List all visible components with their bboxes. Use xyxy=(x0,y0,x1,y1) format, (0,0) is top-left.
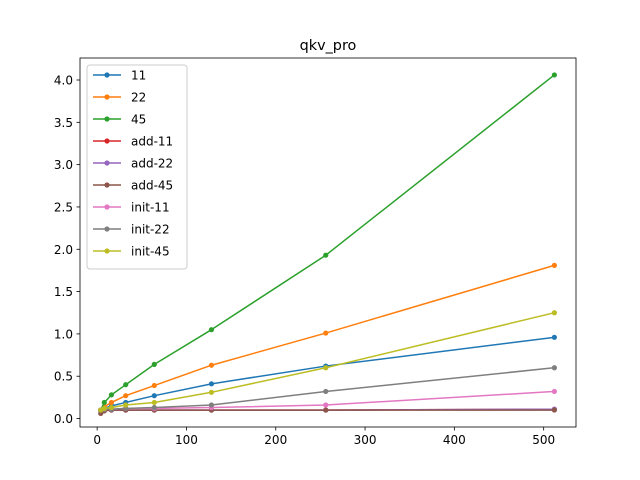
data-point xyxy=(323,365,329,371)
legend-item: init-11 xyxy=(93,201,170,215)
legend-label: 22 xyxy=(131,91,146,105)
legend-item: init-22 xyxy=(93,223,170,237)
y-tick-label: 3.0 xyxy=(54,158,73,172)
legend-item: 11 xyxy=(93,69,146,83)
x-tick-label: 200 xyxy=(264,433,287,447)
legend-swatch-marker xyxy=(104,138,110,144)
y-tick-label: 2.0 xyxy=(54,243,73,257)
data-point xyxy=(151,382,157,389)
data-point xyxy=(323,407,329,413)
legend-label: init-45 xyxy=(131,245,170,259)
data-point xyxy=(551,310,557,316)
data-point xyxy=(323,388,329,395)
data-point xyxy=(101,405,107,411)
data-point xyxy=(551,262,557,268)
data-point xyxy=(108,404,115,411)
y-tick-label: 3.5 xyxy=(54,116,73,130)
legend-label: 45 xyxy=(131,113,146,127)
legend-item: add-22 xyxy=(93,157,173,171)
data-point xyxy=(108,399,115,406)
series-22 xyxy=(98,262,557,413)
legend-box xyxy=(86,64,188,270)
legend-swatch-marker xyxy=(104,204,110,210)
data-point xyxy=(123,382,129,388)
x-tick-label: 0 xyxy=(93,433,101,447)
x-tick-label: 300 xyxy=(354,433,377,447)
legend-item: 45 xyxy=(93,113,146,127)
data-point xyxy=(551,365,557,371)
legend-label: init-11 xyxy=(131,201,170,215)
data-point xyxy=(208,402,215,408)
legend-swatch-marker xyxy=(104,226,110,232)
legend-label: 11 xyxy=(131,69,146,83)
legend-label: add-22 xyxy=(131,157,173,171)
legend: 11 22 45 add-11 add-22 add-45 init-11 init-22 in… xyxy=(86,64,188,270)
data-point xyxy=(551,388,557,395)
data-point xyxy=(208,381,215,387)
data-point xyxy=(208,327,215,333)
data-point xyxy=(123,393,129,399)
legend-label: add-45 xyxy=(131,179,173,193)
y-tick-label: 1.0 xyxy=(54,327,73,341)
data-point xyxy=(323,252,329,258)
data-point xyxy=(108,392,115,398)
legend-swatch-marker xyxy=(104,72,110,78)
data-point xyxy=(123,402,129,408)
data-point xyxy=(208,389,215,395)
legend-item: add-11 xyxy=(93,135,173,149)
plot-frame xyxy=(79,57,577,428)
legend-item: init-45 xyxy=(93,245,170,259)
data-point xyxy=(551,334,557,340)
data-point xyxy=(151,361,157,367)
y-tick-label: 0.0 xyxy=(54,412,73,426)
y-tick-label: 4.0 xyxy=(54,74,73,88)
y-tick-label: 2.5 xyxy=(54,200,73,214)
legend-swatch-marker xyxy=(104,94,110,100)
data-point xyxy=(208,362,215,368)
data-point xyxy=(151,399,157,406)
data-point xyxy=(151,393,157,399)
data-point xyxy=(551,72,557,78)
legend-label: init-22 xyxy=(131,223,170,237)
y-tick-label: 1.5 xyxy=(54,285,73,299)
data-point xyxy=(323,330,329,336)
data-point xyxy=(551,407,557,413)
chart-title: qkv_pro xyxy=(300,38,357,54)
x-tick-label: 500 xyxy=(532,433,555,447)
legend-swatch-marker xyxy=(104,182,110,188)
data-point xyxy=(323,402,329,408)
legend-swatch-marker xyxy=(104,160,110,166)
data-point xyxy=(101,399,107,406)
x-tick-label: 100 xyxy=(175,433,198,447)
x-tick-label: 400 xyxy=(443,433,466,447)
legend-label: add-11 xyxy=(131,135,173,149)
legend-swatch-marker xyxy=(104,248,110,254)
legend-item: add-45 xyxy=(93,179,173,193)
legend-item: 22 xyxy=(93,91,146,105)
y-tick-label: 0.5 xyxy=(54,370,73,384)
data-point xyxy=(151,404,157,411)
legend-swatch-marker xyxy=(104,116,110,122)
series-init-45 xyxy=(98,310,557,413)
